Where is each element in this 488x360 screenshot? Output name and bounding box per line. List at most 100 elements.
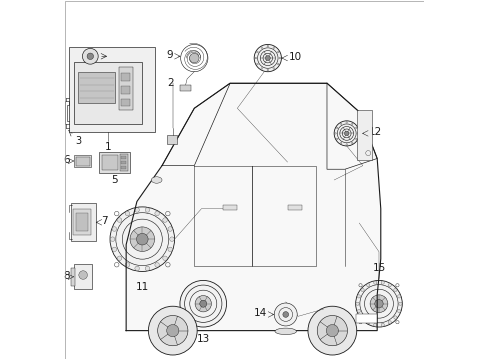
Circle shape xyxy=(145,266,149,271)
Circle shape xyxy=(355,302,358,305)
Bar xyxy=(99,152,129,173)
Circle shape xyxy=(307,306,356,355)
Circle shape xyxy=(360,288,364,292)
Circle shape xyxy=(351,123,352,125)
Text: 9: 9 xyxy=(166,50,172,60)
Circle shape xyxy=(340,123,341,125)
Circle shape xyxy=(272,47,274,49)
Circle shape xyxy=(351,142,352,144)
Circle shape xyxy=(169,237,174,242)
Circle shape xyxy=(266,45,268,47)
Circle shape xyxy=(355,138,356,140)
Circle shape xyxy=(135,208,139,212)
Circle shape xyxy=(393,316,396,319)
Circle shape xyxy=(369,295,387,312)
Circle shape xyxy=(345,144,347,145)
Circle shape xyxy=(157,315,187,346)
Circle shape xyxy=(279,57,280,59)
Bar xyxy=(120,154,128,171)
Circle shape xyxy=(195,296,211,312)
Bar xyxy=(76,213,88,231)
Circle shape xyxy=(266,69,268,71)
Bar xyxy=(119,67,133,110)
Text: 2: 2 xyxy=(167,78,174,88)
Ellipse shape xyxy=(151,177,162,183)
Circle shape xyxy=(130,227,154,251)
Circle shape xyxy=(373,281,376,284)
Text: 8: 8 xyxy=(63,271,70,281)
Circle shape xyxy=(325,324,338,337)
Circle shape xyxy=(356,132,358,134)
Bar xyxy=(287,205,301,211)
Circle shape xyxy=(397,310,400,313)
Circle shape xyxy=(155,263,159,267)
Bar xyxy=(180,85,190,91)
Circle shape xyxy=(373,323,376,327)
Circle shape xyxy=(317,315,347,346)
Circle shape xyxy=(356,295,360,298)
Text: 13: 13 xyxy=(196,334,209,344)
Text: 14: 14 xyxy=(253,309,266,318)
Circle shape xyxy=(277,63,279,65)
Bar xyxy=(357,110,371,160)
Bar xyxy=(102,155,118,170)
Circle shape xyxy=(366,321,369,324)
Circle shape xyxy=(334,132,336,134)
Text: 11: 11 xyxy=(135,282,149,292)
Circle shape xyxy=(145,208,149,212)
Text: 4: 4 xyxy=(112,50,118,60)
Circle shape xyxy=(167,247,172,252)
Circle shape xyxy=(155,211,159,216)
Circle shape xyxy=(366,284,369,287)
Circle shape xyxy=(79,271,87,279)
Circle shape xyxy=(265,55,270,60)
Circle shape xyxy=(272,68,274,69)
Circle shape xyxy=(336,127,337,129)
Circle shape xyxy=(387,321,390,324)
Circle shape xyxy=(336,138,337,140)
Bar xyxy=(121,156,125,159)
Bar xyxy=(121,73,129,81)
Circle shape xyxy=(256,63,258,65)
Circle shape xyxy=(355,280,402,327)
Circle shape xyxy=(110,207,174,271)
Circle shape xyxy=(110,237,115,242)
Text: 5: 5 xyxy=(111,175,118,185)
Text: 7: 7 xyxy=(101,216,107,226)
Circle shape xyxy=(277,51,279,53)
Circle shape xyxy=(398,302,401,305)
Bar xyxy=(74,155,91,167)
Circle shape xyxy=(163,218,167,222)
Circle shape xyxy=(340,142,341,144)
Circle shape xyxy=(274,303,297,326)
Circle shape xyxy=(360,316,364,319)
Circle shape xyxy=(112,247,117,252)
Bar xyxy=(121,86,129,94)
Circle shape xyxy=(117,218,122,222)
Circle shape xyxy=(125,211,129,216)
Circle shape xyxy=(166,324,179,337)
Bar xyxy=(69,47,155,132)
Bar xyxy=(121,161,125,164)
Circle shape xyxy=(200,300,206,307)
Circle shape xyxy=(167,227,172,231)
Circle shape xyxy=(261,68,262,69)
Circle shape xyxy=(356,310,360,313)
Text: 3: 3 xyxy=(75,136,81,146)
Circle shape xyxy=(374,300,383,308)
Circle shape xyxy=(125,263,129,267)
Circle shape xyxy=(344,131,348,136)
Circle shape xyxy=(117,256,122,261)
Circle shape xyxy=(180,280,226,327)
Bar xyxy=(223,205,237,211)
Circle shape xyxy=(82,48,98,64)
Circle shape xyxy=(135,266,139,271)
Circle shape xyxy=(254,44,281,72)
Circle shape xyxy=(380,281,384,284)
Circle shape xyxy=(189,53,199,63)
Circle shape xyxy=(87,53,93,59)
Circle shape xyxy=(380,323,384,327)
Bar xyxy=(78,72,115,103)
Circle shape xyxy=(387,284,390,287)
Circle shape xyxy=(282,312,288,318)
